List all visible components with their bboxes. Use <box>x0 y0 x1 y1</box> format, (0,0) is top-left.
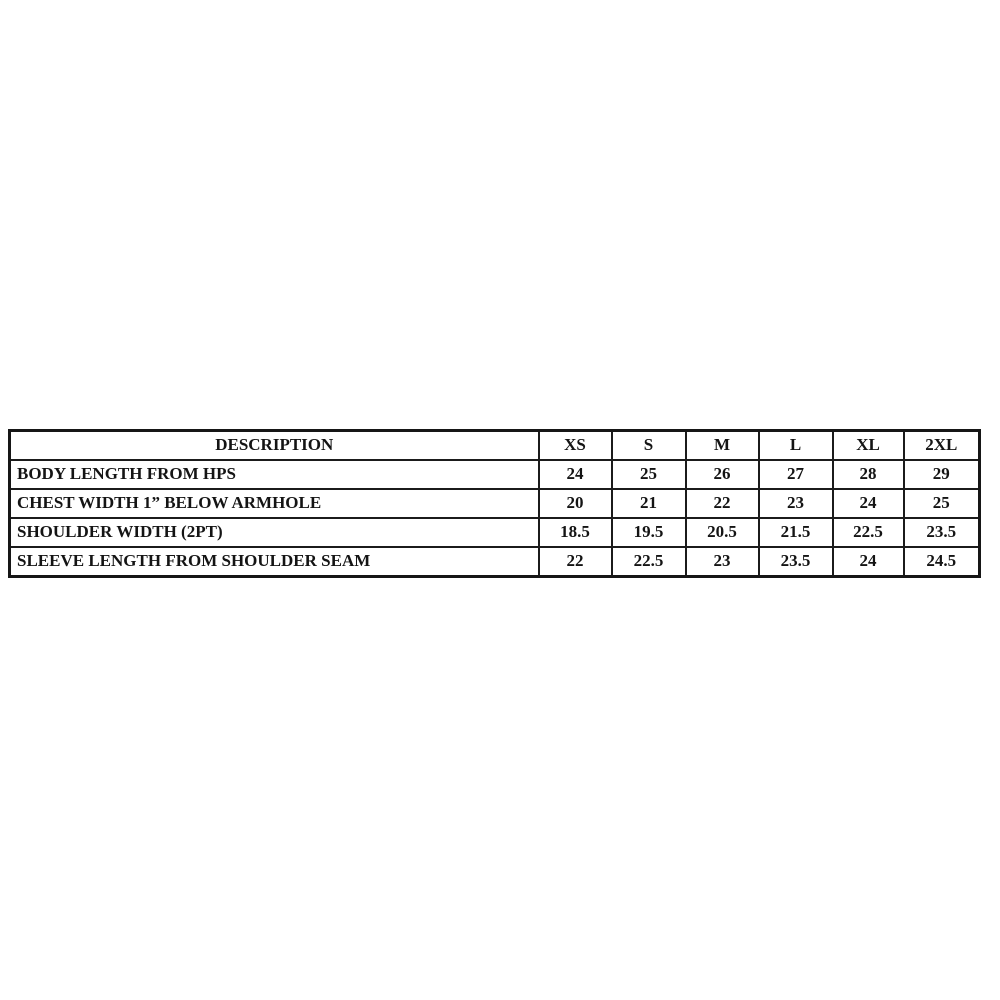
cell-body-length-m: 26 <box>684 459 760 490</box>
cell-shoulder-width-2xl: 23.5 <box>902 517 981 548</box>
column-header-description: DESCRIPTION <box>8 429 540 461</box>
cell-chest-width-s: 21 <box>610 488 687 519</box>
table-row: CHEST WIDTH 1” BELOW ARMHOLE 20 21 22 23… <box>8 488 981 519</box>
size-chart-container: DESCRIPTION XS S M L XL 2XL BODY LENGTH … <box>8 429 981 578</box>
cell-shoulder-width-l: 21.5 <box>757 517 834 548</box>
column-header-xl: XL <box>831 429 905 461</box>
cell-body-length-xs: 24 <box>537 459 613 490</box>
cell-body-length-s: 25 <box>610 459 687 490</box>
cell-sleeve-length-m: 23 <box>684 546 760 578</box>
row-label-sleeve-length: SLEEVE LENGTH FROM SHOULDER SEAM <box>8 546 540 578</box>
cell-sleeve-length-s: 22.5 <box>610 546 687 578</box>
cell-sleeve-length-l: 23.5 <box>757 546 834 578</box>
cell-shoulder-width-xs: 18.5 <box>537 517 613 548</box>
table-row: SHOULDER WIDTH (2PT) 18.5 19.5 20.5 21.5… <box>8 517 981 548</box>
cell-sleeve-length-xs: 22 <box>537 546 613 578</box>
row-label-body-length: BODY LENGTH FROM HPS <box>8 459 540 490</box>
cell-sleeve-length-2xl: 24.5 <box>902 546 981 578</box>
column-header-2xl: 2XL <box>902 429 981 461</box>
cell-body-length-l: 27 <box>757 459 834 490</box>
cell-body-length-2xl: 29 <box>902 459 981 490</box>
row-label-chest-width: CHEST WIDTH 1” BELOW ARMHOLE <box>8 488 540 519</box>
column-header-l: L <box>757 429 834 461</box>
column-header-xs: XS <box>537 429 613 461</box>
header-row: DESCRIPTION XS S M L XL 2XL <box>8 429 981 461</box>
table-row: SLEEVE LENGTH FROM SHOULDER SEAM 22 22.5… <box>8 546 981 578</box>
cell-sleeve-length-xl: 24 <box>831 546 905 578</box>
cell-shoulder-width-xl: 22.5 <box>831 517 905 548</box>
cell-chest-width-l: 23 <box>757 488 834 519</box>
cell-shoulder-width-s: 19.5 <box>610 517 687 548</box>
table-row: BODY LENGTH FROM HPS 24 25 26 27 28 29 <box>8 459 981 490</box>
column-header-s: S <box>610 429 687 461</box>
row-label-shoulder-width: SHOULDER WIDTH (2PT) <box>8 517 540 548</box>
cell-shoulder-width-m: 20.5 <box>684 517 760 548</box>
cell-body-length-xl: 28 <box>831 459 905 490</box>
cell-chest-width-2xl: 25 <box>902 488 981 519</box>
cell-chest-width-xl: 24 <box>831 488 905 519</box>
size-chart-table: DESCRIPTION XS S M L XL 2XL BODY LENGTH … <box>8 429 981 578</box>
column-header-m: M <box>684 429 760 461</box>
cell-chest-width-xs: 20 <box>537 488 613 519</box>
cell-chest-width-m: 22 <box>684 488 760 519</box>
